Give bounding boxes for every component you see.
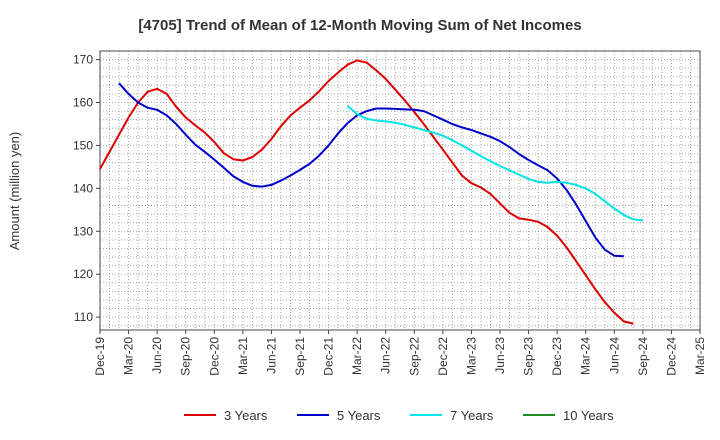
x-tick-label: Mar-23 [464, 337, 478, 375]
y-tick-label: 120 [73, 267, 93, 281]
x-tick-label: Dec-24 [664, 337, 678, 376]
x-tick-label: Mar-25 [693, 337, 707, 375]
gridlines [100, 51, 700, 330]
x-tick-label: Jun-24 [607, 337, 621, 374]
y-tick-label: 160 [73, 96, 93, 110]
x-tick-label: Jun-22 [379, 337, 393, 374]
x-tick-label: Sep-23 [522, 337, 536, 376]
x-tick-label: Sep-22 [407, 337, 421, 376]
legend-label: 3 Years [224, 408, 268, 423]
x-tick-label: Sep-20 [179, 337, 193, 376]
x-tick-label: Dec-23 [550, 337, 564, 376]
series-line-5-years [118, 82, 624, 258]
y-axis-ticks: 110 120 130 140 150 160 170 [73, 53, 100, 324]
x-tick-label: Mar-24 [579, 337, 593, 375]
x-axis-ticks: Dec-19 Mar-20 Jun-20 Sep-20 Dec-20 Mar-21 Jun-… [93, 330, 707, 376]
y-tick-label: 140 [73, 181, 93, 195]
x-tick-label: Jun-23 [493, 337, 507, 374]
y-axis-label: Amount (million yen) [7, 132, 22, 251]
x-tick-label: Mar-20 [122, 337, 136, 375]
x-tick-label: Mar-21 [236, 337, 250, 375]
y-tick-label: 150 [73, 138, 93, 152]
legend: 3 Years 5 Years 7 Years 10 Years [184, 408, 614, 423]
x-tick-label: Dec-20 [207, 337, 221, 376]
y-tick-label: 110 [74, 310, 93, 324]
x-tick-label: Sep-24 [636, 337, 650, 376]
series-line-3-years [99, 59, 634, 325]
series-lines [99, 59, 644, 325]
x-tick-label: Jun-20 [150, 337, 164, 374]
x-tick-label: Dec-21 [322, 337, 336, 376]
x-tick-label: Mar-22 [350, 337, 364, 375]
y-tick-label: 170 [73, 53, 93, 67]
y-tick-label: 130 [73, 224, 93, 238]
series-line-7-years [346, 105, 644, 222]
legend-label: 10 Years [563, 408, 614, 423]
legend-label: 5 Years [337, 408, 381, 423]
chart-title: [4705] Trend of Mean of 12-Month Moving … [138, 17, 581, 34]
x-tick-label: Dec-19 [93, 337, 107, 376]
x-tick-label: Dec-22 [436, 337, 450, 376]
x-tick-label: Sep-21 [293, 337, 307, 376]
legend-label: 7 Years [450, 408, 494, 423]
plot-frame [99, 50, 701, 331]
x-tick-label: Jun-21 [264, 337, 278, 374]
